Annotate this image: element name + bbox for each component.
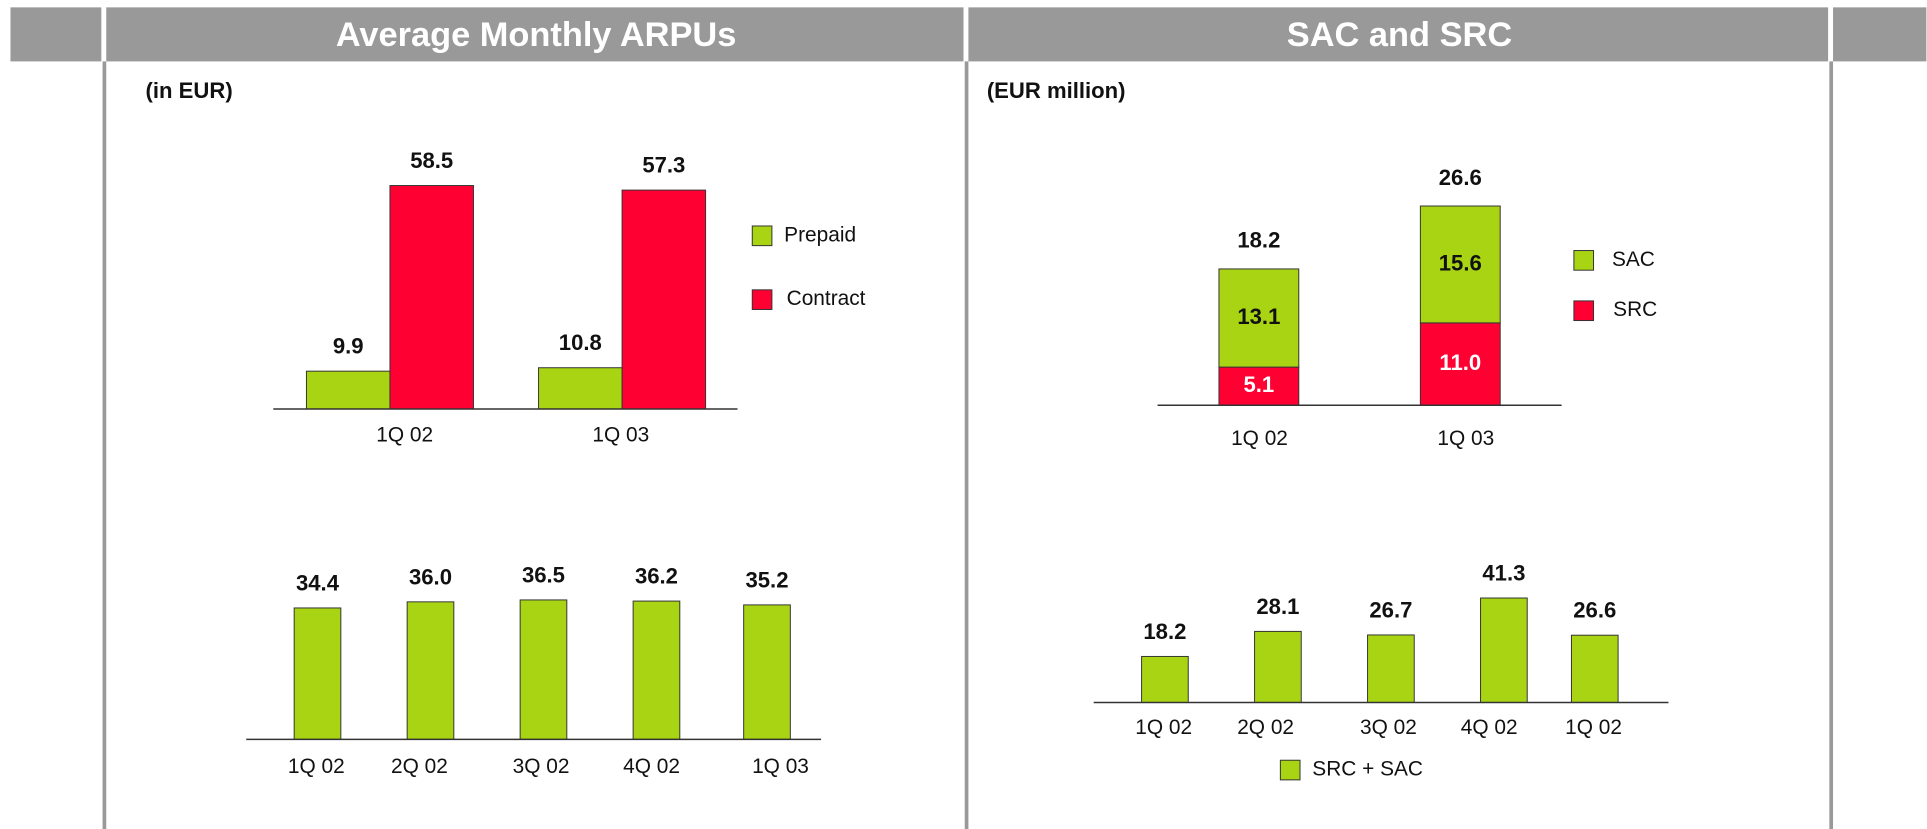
data-label: 36.0 (409, 564, 452, 589)
data-label: 34.4 (296, 570, 340, 595)
bar-segment (1419, 205, 1501, 324)
bar (621, 189, 707, 410)
bar (1141, 655, 1189, 703)
data-label: 57.3 (642, 153, 685, 178)
data-label: 18.2 (1143, 619, 1186, 644)
data-label: 41.3 (1482, 561, 1525, 586)
x-tick-label: 2Q 02 (1237, 716, 1294, 739)
data-label: 13.1 (1237, 304, 1280, 329)
bar-segment (1218, 268, 1300, 368)
data-label: 9.9 (333, 334, 364, 359)
bar-segment (1419, 322, 1501, 406)
legend-label: Contract (787, 287, 866, 310)
data-label: 11.0 (1439, 350, 1481, 375)
data-label: 58.5 (410, 148, 453, 173)
divider (1829, 61, 1834, 829)
bar (305, 370, 391, 410)
data-label: 26.6 (1573, 598, 1616, 623)
total-label: 26.6 (1439, 165, 1482, 190)
x-tick-label: 4Q 02 (1461, 716, 1518, 739)
bar (632, 600, 681, 740)
x-tick-label: 1Q 02 (288, 755, 345, 778)
legend-swatch (751, 289, 773, 310)
x-tick-label: 1Q 02 (1565, 716, 1622, 739)
divider (102, 61, 107, 829)
legend-label: SRC (1613, 298, 1657, 321)
bar (389, 185, 474, 410)
data-label: 28.1 (1256, 594, 1299, 619)
legend-swatch (1573, 250, 1595, 271)
x-tick-label: 4Q 02 (623, 755, 680, 778)
legend-label: SAC (1612, 248, 1655, 271)
header-bar (106, 7, 964, 62)
bar (1367, 634, 1415, 703)
x-tick-label: 3Q 02 (1360, 716, 1417, 739)
legend-swatch (1573, 300, 1595, 322)
legend-swatch (1279, 759, 1301, 781)
data-label: 5.1 (1244, 372, 1275, 397)
bar (1254, 630, 1302, 703)
data-label: 35.2 (745, 567, 788, 592)
x-tick-label: 1Q 03 (752, 755, 809, 778)
data-label: 36.2 (635, 564, 678, 589)
header-bar (10, 7, 102, 62)
header-bar (968, 7, 1829, 62)
data-label: 36.5 (522, 562, 565, 587)
divider (964, 61, 969, 829)
data-label: 26.7 (1369, 597, 1412, 622)
x-tick-label: 1Q 03 (1437, 427, 1494, 450)
x-tick-label: 2Q 02 (391, 755, 448, 778)
x-tick-label: 1Q 02 (1231, 427, 1288, 450)
panel-title: Average Monthly ARPUs (336, 16, 736, 54)
x-tick-label: 1Q 02 (376, 424, 433, 447)
x-tick-label: 3Q 02 (513, 755, 570, 778)
bar (406, 601, 455, 740)
bar (538, 367, 623, 410)
panel-subtitle: (EUR million) (987, 78, 1126, 103)
legend-swatch (751, 225, 773, 247)
total-label: 18.2 (1237, 228, 1280, 253)
legend-label: Prepaid (784, 223, 856, 246)
x-tick-label: 1Q 03 (592, 424, 649, 447)
header-bar (1833, 7, 1927, 62)
bar (1480, 597, 1528, 703)
bar (1570, 634, 1619, 703)
data-label: 15.6 (1439, 250, 1482, 275)
panel-title: SAC and SRC (1287, 16, 1512, 54)
bar-segment (1218, 366, 1300, 406)
legend-label: SRC + SAC (1312, 758, 1423, 781)
bar (519, 599, 568, 740)
panel-subtitle: (in EUR) (146, 78, 233, 103)
x-tick-label: 1Q 02 (1135, 716, 1192, 739)
bar (743, 604, 791, 740)
data-label: 10.8 (559, 330, 602, 355)
bar (293, 607, 342, 740)
